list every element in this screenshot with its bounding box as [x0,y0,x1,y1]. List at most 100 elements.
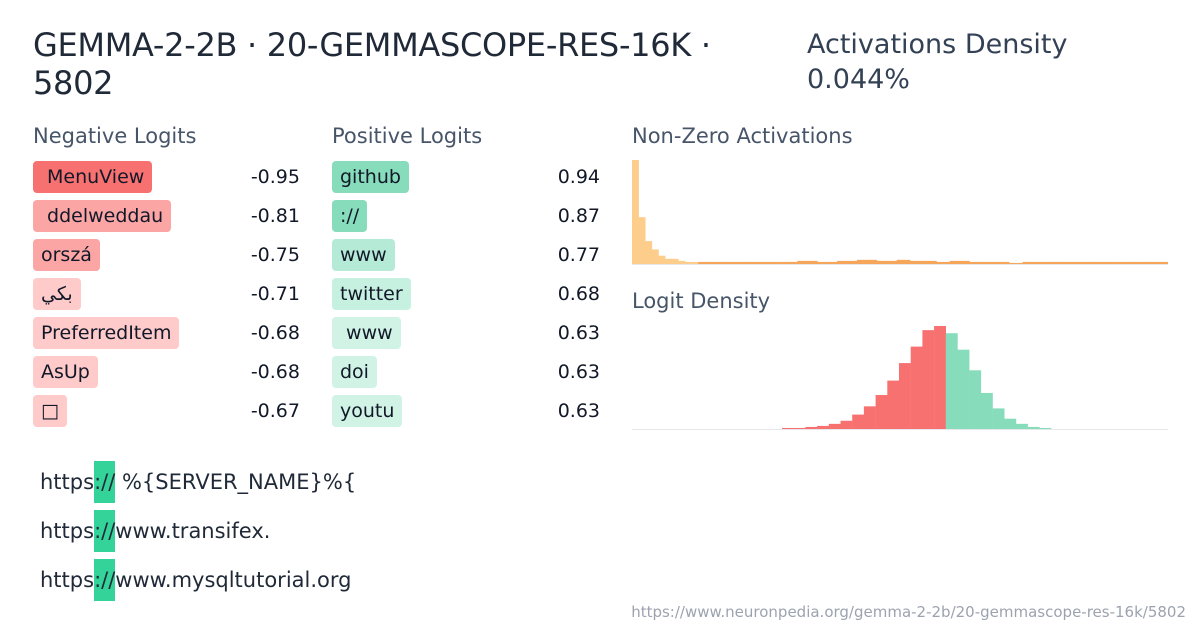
activation-bar [1081,261,1089,264]
activation-bar [916,260,924,264]
activation-bar [704,261,712,264]
activation-bar [770,261,778,264]
activation-bar [976,261,984,264]
positive-logit-token: :// [332,200,368,232]
negative-logit-token: AsUp [33,356,98,388]
activation-bar [678,260,686,264]
activation-bar [638,217,646,264]
activation-bar [684,261,692,264]
logit-density-bar-negative [875,395,888,429]
activation-bar [691,261,699,264]
activation-bar [1121,261,1129,264]
activation-bar [870,259,878,264]
activation-bar [1002,261,1010,264]
logit-density-bar-negative [934,326,946,429]
activation-bar [1154,261,1162,264]
logit-density-bar-negative [828,423,841,429]
negative-logit-row: MenuView -0.95 [33,161,300,195]
logit-density-bar-positive [992,408,1005,429]
negative-logit-row: □ -0.67 [33,395,300,429]
activation-bar [737,261,745,264]
logit-density-histogram [632,326,1168,430]
positive-logit-row: github 0.94 [332,161,600,195]
negative-logit-value: -0.68 [250,361,300,383]
example-prefix: https [40,568,95,592]
logit-density-bar-negative [817,425,829,429]
activation-bar [843,260,851,264]
activation-bar [711,261,719,264]
negative-logit-value: -0.68 [250,322,300,344]
negative-logit-row: ddelweddau -0.81 [33,200,300,234]
positive-logit-row: doi 0.63 [332,356,600,390]
negative-logit-token: PreferredItem [33,317,180,349]
positive-logit-value: 0.68 [557,283,600,305]
activation-bar [1128,261,1136,264]
activation-bar [1115,261,1122,264]
logit-density-bar-positive [945,333,958,429]
logit-density-bar-positive [1016,423,1028,429]
activation-bar [1009,262,1017,264]
activation-bar [969,261,977,264]
positive-logit-token: doi [332,356,377,388]
logit-density-bar-positive [969,370,982,429]
activation-bar [1101,261,1109,264]
negative-logits-heading: Negative Logits [33,124,197,148]
positive-logit-token: twitter [332,278,411,310]
logit-density-bar-positive [1039,427,1052,429]
positive-logit-row: www 0.77 [332,239,600,273]
logit-density-bar-positive [980,392,993,429]
activation-bar [1088,261,1096,264]
activation-bar [645,241,653,264]
activation-bar [1055,261,1063,264]
example-suffix: %{SERVER_NAME}%{ [115,470,357,494]
activation-bar [790,261,798,264]
positive-logit-value: 0.63 [557,322,600,344]
activation-bar [962,260,970,264]
activation-bar [995,261,1003,264]
positive-logit-token: www [332,239,395,271]
source-url[interactable]: https://www.neuronpedia.org/gemma-2-2b/2… [631,603,1186,621]
activation-bar [698,261,706,264]
example-highlight: :// [94,559,116,601]
activation-bar [751,261,759,264]
negative-logit-value: -0.71 [250,283,300,305]
positive-logit-value: 0.63 [557,361,600,383]
activation-bar [777,261,785,264]
activation-bar [1108,261,1116,264]
positive-logit-token: www [332,317,401,349]
activation-bar [632,160,639,264]
activation-bar [651,249,659,264]
activation-bar [1062,261,1070,264]
activation-bar [896,259,904,264]
activation-bar [1029,261,1036,264]
activation-bar [724,261,732,264]
activation-bar [1095,261,1103,264]
activation-bar [890,260,897,264]
feature-title: GEMMA-2-2B · 20-GEMMASCOPE-RES-16K · 580… [33,26,711,102]
activation-bar [850,260,858,264]
activation-bar [1035,261,1043,264]
activation-bar [757,261,765,264]
activation-bar [989,261,997,264]
positive-logit-row: www 0.63 [332,317,600,351]
activation-bar [903,259,911,264]
activation-bar [837,260,845,264]
positive-logit-row: :// 0.87 [332,200,600,234]
activations-density-value: 0.044% [807,64,910,95]
activation-bar [936,261,944,264]
negative-logit-token: بكي [33,278,81,310]
example-prefix: https [40,470,95,494]
activation-bar [943,261,950,264]
activation-bar [1068,261,1076,264]
negative-logit-value: -0.75 [250,244,300,266]
activation-bar [764,261,772,264]
positive-logit-token: youtu [332,395,403,427]
activation-bar [863,259,871,264]
activation-bar [1048,261,1056,264]
example-suffix: www.transifex. [115,519,271,543]
activation-bar [1042,261,1050,264]
negative-logit-row: AsUp -0.68 [33,356,300,390]
activations-density-label: Activations Density [807,29,1068,60]
negative-logit-token: orszá [33,239,100,271]
positive-logit-value: 0.77 [557,244,600,266]
